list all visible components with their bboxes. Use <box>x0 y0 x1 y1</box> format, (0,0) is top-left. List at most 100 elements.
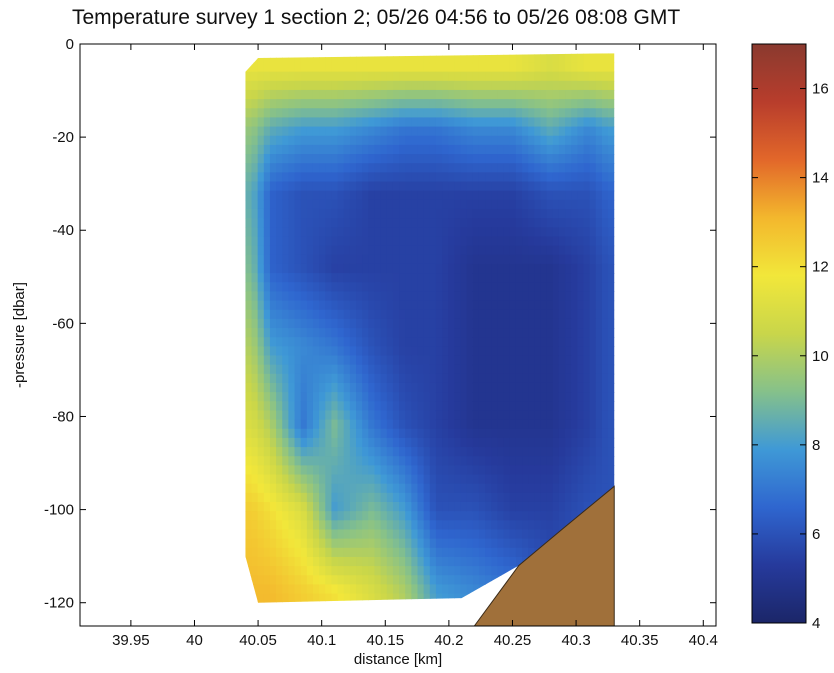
heatmap-cell <box>552 245 560 256</box>
heatmap-cell <box>442 593 449 603</box>
heatmap-cell <box>411 245 419 256</box>
heatmap-cell <box>460 291 468 302</box>
heatmap-cell <box>583 291 591 302</box>
heatmap-cell <box>380 318 388 329</box>
heatmap-cell <box>288 501 296 512</box>
heatmap-cell <box>331 328 339 338</box>
heatmap-cell <box>300 566 308 576</box>
heatmap-cell <box>312 218 320 228</box>
heatmap-cell <box>466 593 474 603</box>
heatmap-cell <box>343 300 351 311</box>
heatmap-cell <box>540 80 548 91</box>
heatmap-cell <box>288 474 296 485</box>
heatmap-cell <box>245 520 253 531</box>
heatmap-cell <box>546 199 554 210</box>
heatmap-cell <box>497 172 505 183</box>
heatmap-cell <box>472 337 480 347</box>
heatmap-cell <box>423 483 431 494</box>
heatmap-cell <box>417 263 425 274</box>
heatmap-cell <box>276 53 283 64</box>
heatmap-cell <box>558 492 566 503</box>
heatmap-cell <box>331 318 339 329</box>
heatmap-cell <box>534 520 542 531</box>
heatmap-cell <box>411 273 419 283</box>
heatmap-cell <box>411 126 419 137</box>
heatmap-cell <box>362 318 369 329</box>
heatmap-cell <box>399 337 406 347</box>
heatmap-cell <box>331 263 339 274</box>
heatmap-cell <box>294 483 302 494</box>
heatmap-cell <box>392 447 400 457</box>
heatmap-cell <box>528 291 535 302</box>
heatmap-cell <box>337 373 345 384</box>
heatmap-cell <box>306 364 314 375</box>
heatmap-cell <box>448 89 455 100</box>
heatmap-cell <box>368 492 376 503</box>
heatmap-cell <box>386 465 394 476</box>
heatmap-cell <box>251 364 259 375</box>
heatmap-cell <box>405 511 412 521</box>
heatmap-cell <box>448 529 455 540</box>
heatmap-cell <box>368 273 376 283</box>
heatmap-cell <box>386 53 394 64</box>
heatmap-cell <box>411 511 419 521</box>
heatmap-cell <box>454 428 462 439</box>
heatmap-cell <box>546 492 554 503</box>
heatmap-cell <box>368 117 376 128</box>
heatmap-cell <box>503 419 511 430</box>
heatmap-cell <box>386 529 394 540</box>
heatmap-cell <box>306 108 314 119</box>
heatmap-cell <box>306 309 314 320</box>
heatmap-cell <box>331 428 339 439</box>
heatmap-cell <box>386 419 394 430</box>
heatmap-cell <box>601 154 609 164</box>
heatmap-cell <box>571 401 578 412</box>
heatmap-cell <box>472 355 480 366</box>
heatmap-cell <box>435 291 443 302</box>
heatmap-cell <box>435 501 443 512</box>
heatmap-cell <box>448 163 455 173</box>
heatmap-cell <box>454 538 462 549</box>
heatmap-cell <box>515 254 523 265</box>
heatmap-cell <box>386 108 394 119</box>
axes-frame <box>79 43 717 627</box>
heatmap-cell <box>528 492 535 503</box>
heatmap-cell <box>368 62 376 73</box>
heatmap-cell <box>282 254 289 265</box>
heatmap-cell <box>417 337 425 347</box>
heatmap-cell <box>528 273 535 283</box>
heatmap-cell <box>362 428 369 439</box>
heatmap-cell <box>460 263 468 274</box>
heatmap-cell <box>540 328 548 338</box>
heatmap-cell <box>288 181 296 192</box>
heatmap-cell <box>429 144 437 155</box>
heatmap-cell <box>380 437 388 448</box>
heatmap-cell <box>294 236 302 247</box>
heatmap-cell <box>435 547 443 558</box>
heatmap-cell <box>263 163 271 173</box>
heatmap-cell <box>577 80 585 91</box>
heatmap-cell <box>472 53 480 64</box>
heatmap-cell <box>251 401 259 412</box>
heatmap-cell <box>362 53 369 64</box>
heatmap-cell <box>472 328 480 338</box>
heatmap-cell <box>485 218 492 228</box>
heatmap-cell <box>312 584 320 595</box>
colorbar-tick-label: 4 <box>812 615 820 632</box>
heatmap-cell <box>245 529 253 540</box>
heatmap-cell <box>589 373 597 384</box>
heatmap-cell <box>472 291 480 302</box>
heatmap-cell <box>546 208 554 219</box>
heatmap-cell <box>534 227 542 238</box>
heatmap-cell <box>257 263 265 274</box>
heatmap-cell <box>417 300 425 311</box>
heatmap-cell <box>491 346 499 357</box>
heatmap-cell <box>571 318 578 329</box>
heatmap-cell <box>528 99 535 109</box>
heatmap-cell <box>478 282 486 292</box>
heatmap-cell <box>571 419 578 430</box>
heatmap-cell <box>435 382 443 393</box>
heatmap-cell <box>497 355 505 366</box>
heatmap-cell <box>288 364 296 375</box>
heatmap-cell <box>497 538 505 549</box>
